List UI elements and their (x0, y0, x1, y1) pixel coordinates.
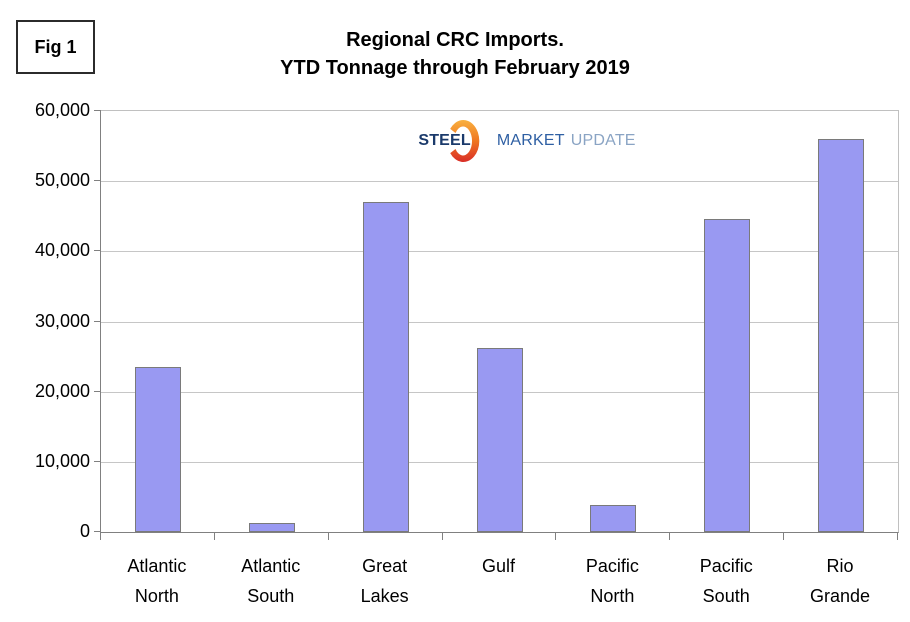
gridline (101, 251, 898, 253)
y-axis-label-5: 50,000 (34, 170, 90, 191)
x-axis-tick (328, 532, 329, 540)
x-axis-label-atlantic-north: Atlantic North (127, 556, 187, 606)
x-axis-tick (555, 532, 556, 540)
gridline (101, 321, 898, 323)
chart-title-line-1: Regional CRC Imports. (346, 29, 564, 51)
x-axis-label-pacific-north: Pacific North (585, 556, 639, 606)
chart-title: Regional CRC Imports. YTD Tonnage throug… (0, 26, 910, 82)
y-axis-label-2: 20,000 (34, 380, 90, 401)
y-axis-label-4: 40,000 (34, 240, 90, 261)
x-axis-label-atlantic-south: Atlantic South (241, 556, 301, 606)
x-axis-tick (669, 532, 670, 540)
x-axis-tick (783, 532, 784, 540)
x-axis-tick (214, 532, 215, 540)
logo-steel-text: STEEL (418, 132, 471, 149)
y-axis-tick (94, 460, 101, 462)
figure-label-text: Fig 1 (34, 36, 77, 57)
y-axis-tick (94, 110, 101, 111)
y-axis-tick (94, 531, 101, 532)
x-axis-tick (100, 532, 101, 540)
figure-label: Fig 1 (16, 20, 95, 74)
y-axis-tick (94, 180, 101, 182)
y-axis-label-1: 10,000 (34, 450, 90, 471)
bar-great-lakes (362, 202, 409, 532)
steel-market-update-logo: STEEL MARKET UPDATE (418, 118, 635, 164)
y-axis-tick (94, 250, 101, 252)
chart-title-line-2: YTD Tonnage through February 2019 (280, 57, 630, 79)
bar-pacific-north (590, 505, 637, 532)
x-axis-label-gulf: Gulf (481, 556, 515, 576)
bar-atlantic-north (134, 367, 181, 532)
logo-market-text: MARKET (496, 132, 565, 149)
x-axis-tick (897, 532, 898, 540)
bar-pacific-south (704, 219, 751, 532)
x-axis-label-rio-grande: Rio Grande (810, 556, 871, 606)
y-axis-label-0: 0 (79, 521, 90, 541)
gridline (101, 181, 898, 183)
crescent-icon (450, 120, 480, 162)
x-axis-label-great-lakes: Great Lakes (360, 556, 409, 606)
y-axis-label-6: 60,000 (34, 100, 90, 120)
bar-rio-grande (818, 139, 865, 532)
bar-gulf (476, 348, 523, 532)
logo-update-text: UPDATE (570, 132, 636, 149)
y-axis-tick (94, 390, 101, 392)
x-axis-label-pacific-south: Pacific South (699, 556, 753, 606)
y-axis-tick (94, 320, 101, 322)
x-axis-tick (442, 532, 443, 540)
bar-atlantic-south (248, 523, 295, 532)
plot-area: STEEL MARKET UPDATE (100, 110, 899, 533)
y-axis-label-3: 30,000 (34, 310, 90, 331)
